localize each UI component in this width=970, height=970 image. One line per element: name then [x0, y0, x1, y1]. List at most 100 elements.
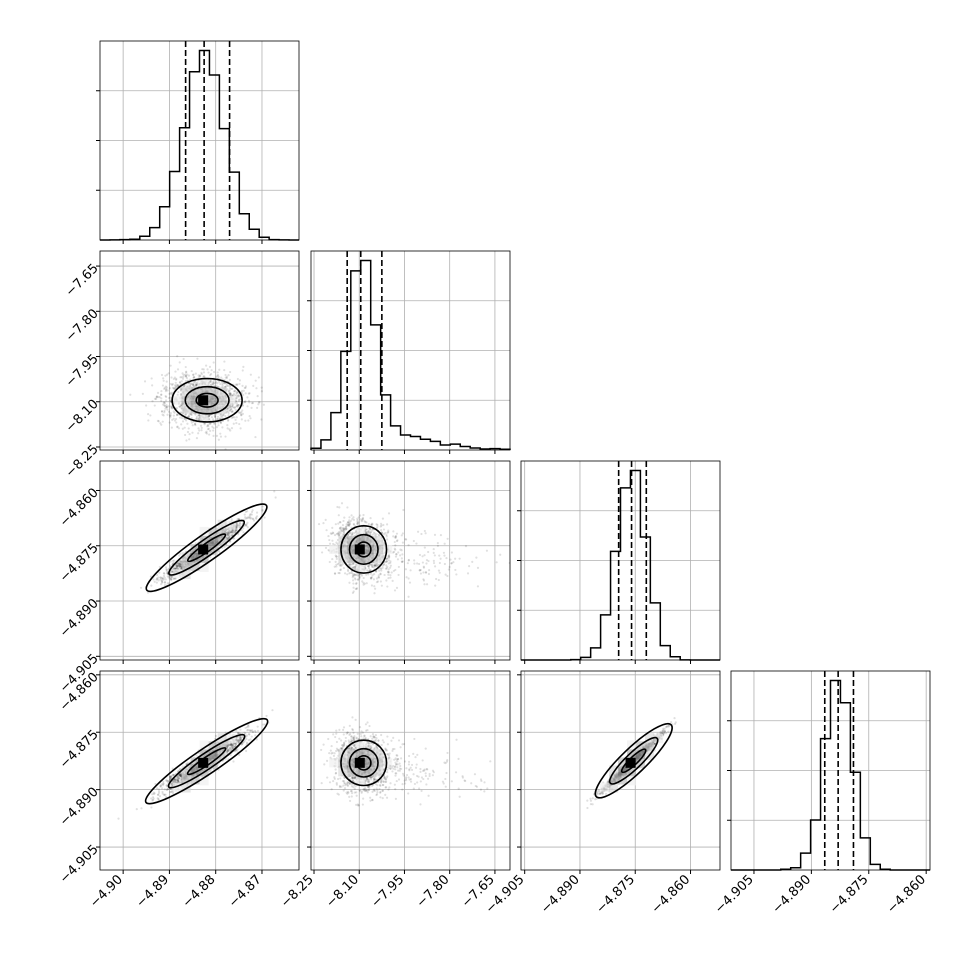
sample-point: [181, 372, 184, 375]
sample-point: [207, 424, 210, 428]
sample-point: [348, 523, 351, 526]
sample-point: [197, 418, 200, 421]
sample-point: [408, 581, 412, 584]
sample-point: [235, 394, 238, 397]
sample-point: [246, 526, 249, 529]
sample-point: [185, 376, 189, 380]
sample-point: [341, 523, 345, 527]
sample-point: [179, 773, 182, 776]
sample-point: [247, 725, 250, 728]
sample-point: [243, 401, 246, 404]
sample-point: [393, 589, 397, 592]
sample-point: [337, 532, 340, 535]
sample-point: [172, 773, 175, 776]
sample-point: [175, 565, 178, 568]
sample-point: [163, 404, 166, 407]
sample-point: [178, 773, 181, 776]
sample-point: [188, 415, 191, 418]
sample-point: [236, 404, 239, 407]
sample-point: [179, 774, 182, 777]
sample-point: [176, 566, 179, 569]
sample-point: [161, 581, 164, 584]
sample-point: [450, 562, 453, 565]
sample-point: [228, 531, 231, 534]
sample-point: [212, 429, 215, 432]
sample-point: [348, 524, 351, 528]
sample-point: [352, 562, 355, 566]
sample-point: [377, 533, 381, 536]
sample-point: [164, 578, 167, 581]
density-cell: [181, 386, 191, 396]
sample-point: [178, 566, 181, 569]
sample-point: [198, 375, 201, 378]
sample-point: [176, 384, 179, 387]
sample-point: [167, 405, 170, 408]
sample-point: [336, 562, 340, 566]
sample-point: [145, 404, 148, 407]
sample-point: [171, 559, 175, 563]
sample-point: [191, 431, 194, 434]
sample-point: [352, 522, 355, 526]
sample-point: [446, 574, 449, 578]
sample-point: [159, 785, 162, 788]
sample-point: [387, 568, 390, 571]
sample-point: [349, 562, 352, 565]
sample-point: [169, 782, 172, 786]
sample-point: [234, 529, 238, 532]
sample-point: [361, 516, 365, 519]
sample-point: [249, 417, 252, 420]
sample-point: [231, 404, 234, 407]
sample-point: [153, 404, 156, 407]
sample-point: [333, 572, 337, 575]
sample-point: [228, 409, 232, 412]
sample-point: [250, 406, 253, 410]
sample-point: [373, 592, 376, 595]
sample-point: [365, 573, 368, 576]
sample-point: [155, 787, 159, 790]
sample-point: [197, 414, 200, 417]
sample-point: [193, 376, 196, 379]
sample-point: [176, 775, 180, 778]
sample-point: [346, 521, 349, 524]
sample-point: [231, 409, 234, 413]
sample-point: [344, 528, 347, 531]
sample-point: [342, 526, 345, 530]
sample-point: [228, 406, 231, 409]
sample-point: [260, 418, 263, 421]
sample-point: [168, 414, 172, 418]
sample-point: [219, 414, 222, 417]
sample-point: [243, 400, 247, 404]
sample-point: [192, 376, 195, 379]
sample-point: [190, 382, 193, 385]
sample-point: [348, 531, 352, 534]
sample-point: [228, 409, 231, 412]
sample-point: [234, 405, 237, 409]
sample-point: [244, 386, 247, 389]
sample-point: [373, 585, 376, 588]
sample-point: [423, 554, 426, 557]
sample-point: [235, 402, 238, 405]
sample-point: [229, 405, 232, 408]
sample-point: [179, 563, 183, 567]
sample-point: [234, 529, 237, 532]
sample-point: [262, 403, 265, 406]
sample-point: [423, 546, 426, 549]
sample-point: [238, 524, 242, 527]
sample-point: [226, 537, 229, 541]
sample-point: [241, 404, 244, 407]
sample-point: [438, 554, 441, 557]
sample-point: [219, 432, 222, 435]
sample-point: [400, 534, 403, 537]
sample-point: [178, 405, 181, 408]
sample-point: [202, 375, 205, 378]
sample-point: [386, 556, 389, 560]
sample-point: [234, 745, 237, 748]
sample-point: [404, 538, 407, 541]
sample-point: [156, 573, 159, 577]
sample-point: [160, 583, 163, 586]
sample-point: [381, 566, 384, 569]
sample-point: [172, 410, 175, 413]
sample-point: [376, 562, 379, 566]
sample-point: [407, 577, 410, 580]
sample-point: [340, 529, 343, 533]
